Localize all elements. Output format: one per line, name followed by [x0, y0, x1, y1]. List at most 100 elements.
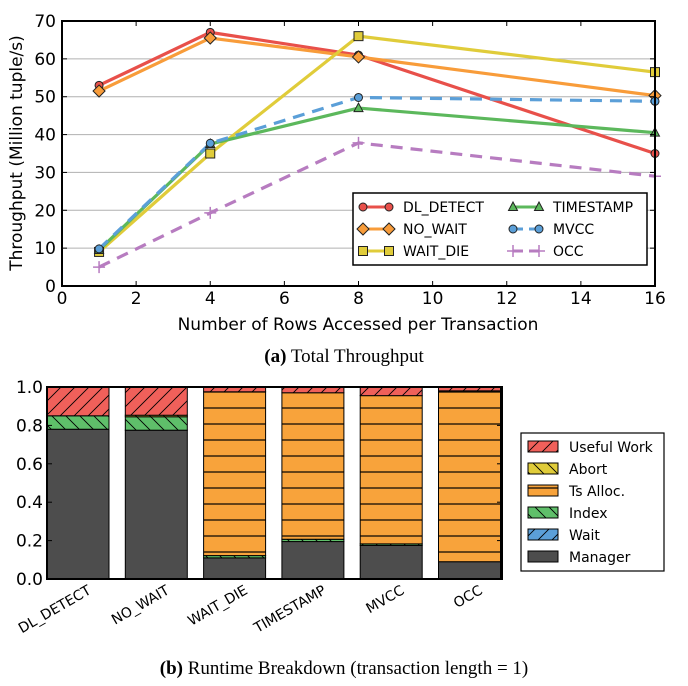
bar-segment-timestamp-manager — [281, 541, 344, 579]
bar-occ — [438, 386, 501, 580]
legend-marker-dl-detect — [358, 202, 368, 212]
legend-marker-no-wait — [356, 222, 370, 236]
y-tick-label-0.0: 0.0 — [16, 570, 43, 590]
bar-timestamp — [281, 386, 345, 580]
series-line-mvcc — [97, 95, 656, 251]
series-line-timestamp — [97, 106, 656, 252]
legend-marker-wait-die — [358, 246, 368, 256]
y-tick-label-20: 20 — [34, 201, 56, 221]
bar-hatch-dl-detect-useful-work — [46, 386, 110, 417]
legend-swatch-outline-wait — [527, 528, 559, 541]
legend-marker-dl-detect — [384, 202, 394, 212]
x-tick-label-0: 0 — [57, 289, 68, 309]
category-label-timestamp: TIMESTAMP — [251, 583, 329, 637]
y-tick-label-60: 60 — [34, 50, 56, 70]
legend-swatch-outline-useful-work — [527, 440, 559, 453]
y-tick-label-0.2: 0.2 — [16, 532, 43, 552]
x-tick-label-16: 16 — [644, 289, 666, 309]
caption-b-bold: (b) — [160, 658, 183, 679]
bar-segment-wait-die-manager — [203, 557, 266, 579]
legend-swatch-outline-abort — [527, 462, 559, 475]
legend-label-no-wait: NO_WAIT — [403, 222, 467, 238]
y-tick-label-1.0: 1.0 — [16, 378, 43, 398]
category-label-dl-detect: DL_DETECT — [16, 582, 94, 637]
data-point-mvcc-4 — [205, 138, 215, 148]
bar-hatch-wait-die-ts-alloc — [203, 391, 267, 557]
legend-swatch-outline-index — [527, 506, 559, 519]
data-point-mvcc-8 — [354, 92, 363, 102]
legend-label-ts-alloc: Ts Alloc. — [568, 484, 625, 500]
y-tick-label-0.6: 0.6 — [16, 455, 43, 475]
x-tick-label-2: 2 — [131, 289, 142, 309]
data-point-no-wait-8 — [351, 50, 366, 64]
y-tick-label-0.8: 0.8 — [16, 416, 43, 436]
bar-hatch-mvcc-ts-alloc — [359, 395, 423, 545]
bar-hatch-dl-detect-index — [46, 415, 110, 430]
x-tick-label-8: 8 — [353, 289, 364, 309]
legend-label-timestamp: TIMESTAMP — [552, 200, 633, 216]
caption-a-bold: (a) — [264, 346, 286, 367]
bar-hatch-no-wait-index — [124, 416, 188, 431]
legend-label-wait: Wait — [569, 528, 600, 544]
legend-marker-occ — [533, 245, 545, 257]
legend-marker-mvcc — [534, 224, 544, 234]
data-point-mvcc-1 — [94, 244, 104, 254]
data-point-occ-8 — [352, 136, 365, 149]
y-tick-label-10: 10 — [34, 239, 56, 259]
legend-box — [352, 192, 648, 266]
bar-hatch-timestamp-ts-alloc — [281, 392, 345, 540]
caption-a-text: Total Throughput — [286, 346, 424, 367]
x-tick-label-6: 6 — [279, 289, 290, 309]
category-label-no-wait: NO_WAIT — [109, 582, 173, 628]
legend-swatch-manager — [528, 551, 558, 562]
bar-mvcc — [359, 386, 423, 580]
caption-b-text: Runtime Breakdown (transaction length = … — [183, 658, 528, 679]
bar-segment-dl-detect-manager — [47, 429, 109, 579]
legend-label-wait-die: WAIT_DIE — [403, 244, 469, 260]
category-label-wait-die: WAIT_DIE — [185, 583, 250, 630]
y-tick-label-70: 70 — [34, 12, 56, 32]
x-axis-label: Number of Rows Accessed per Transaction — [178, 315, 539, 335]
y-tick-label-0.4: 0.4 — [16, 493, 43, 513]
legend-swatch-outline-manager — [527, 550, 559, 563]
plot-frame — [46, 386, 503, 580]
series-line-wait-die — [98, 34, 656, 254]
series-lines — [97, 30, 656, 269]
bar-no-wait — [124, 386, 188, 580]
legend-marker-mvcc — [508, 224, 518, 234]
data-point-no-wait-1 — [92, 84, 106, 98]
stacked-bars — [46, 386, 501, 580]
bar-hatch-mvcc-useful-work — [359, 386, 423, 397]
legend-label-manager: Manager — [569, 550, 631, 566]
bar-hatch-no-wait-useful-work — [124, 386, 188, 416]
bar-segment-mvcc-manager — [360, 545, 423, 579]
legend-label-occ: OCC — [553, 244, 584, 260]
axis-ticks: 0 10 20 30 40 50 60 70 0 2 4 6 8 10 12 14 16 — [34, 12, 665, 309]
series-line-occ — [98, 141, 656, 269]
series-line-dl-detect — [98, 30, 656, 156]
x-tick-label-4: 4 — [205, 289, 216, 309]
legend-label-useful-work: Useful Work — [569, 440, 654, 456]
data-point-wait-die-4 — [205, 148, 216, 159]
data-point-wait-die-8 — [353, 31, 364, 42]
legend-label-dl-detect: DL_DETECT — [403, 200, 484, 216]
bar-hatch-occ-ts-alloc — [438, 390, 501, 563]
category-label-occ: OCC — [451, 582, 486, 611]
series-line-no-wait — [98, 36, 656, 98]
caption-a: (a) Total Throughput — [264, 346, 424, 367]
bar-dl-detect — [46, 386, 110, 580]
runtime-breakdown-chart: 0.0 0.2 0.4 0.6 0.8 1.0 DL_DETECT NO_WAIT WAIT_… — [16, 378, 665, 679]
y-tick-label-50: 50 — [34, 88, 56, 108]
legend: DL_DETECT NO_WAIT WAIT_DIE TIMESTAMP MVCC OCC — [352, 192, 648, 266]
legend-marker-occ — [507, 245, 519, 257]
category-label-mvcc: MVCC — [364, 583, 408, 618]
data-point-occ-4 — [204, 206, 217, 219]
x-tick-label-10: 10 — [422, 289, 444, 309]
legend-box — [520, 432, 665, 572]
bar-wait-die — [203, 386, 267, 580]
legend-label-abort: Abort — [569, 462, 608, 478]
legend-label-index: Index — [569, 506, 608, 522]
legend-marker-timestamp — [533, 200, 545, 211]
y-tick-label-40: 40 — [34, 126, 56, 146]
x-tick-label-14: 14 — [570, 289, 592, 309]
